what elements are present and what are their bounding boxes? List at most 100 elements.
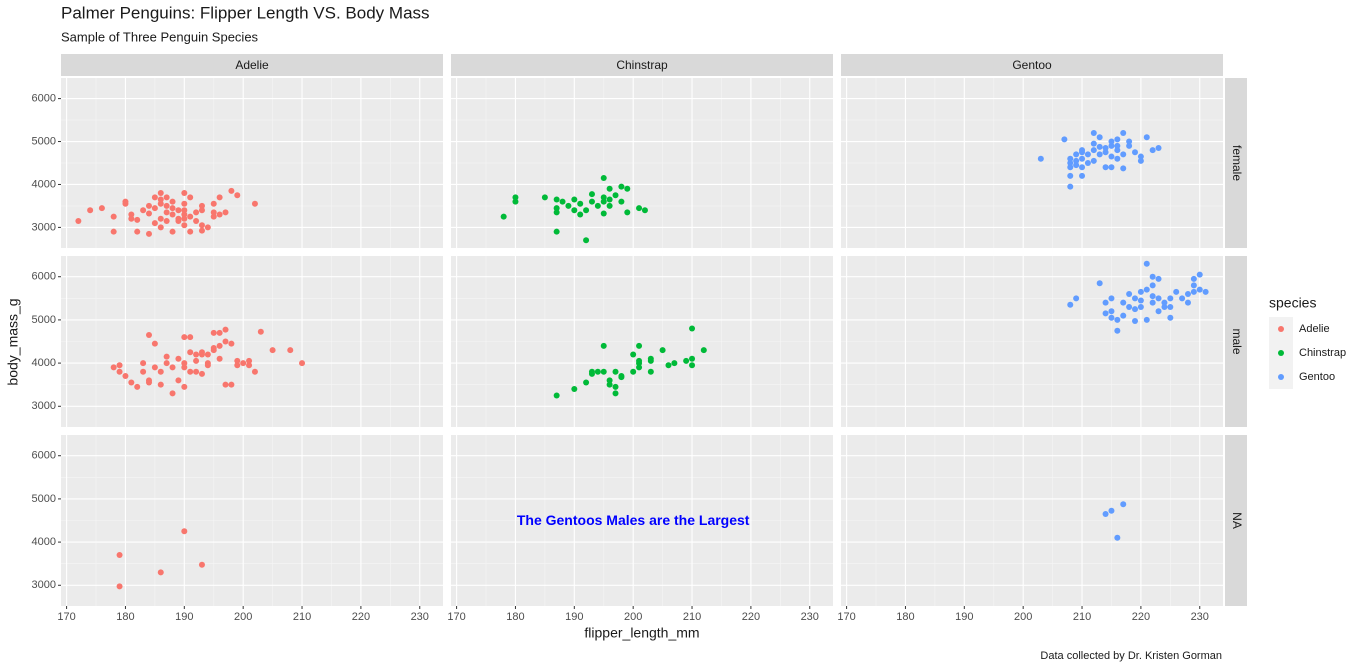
point bbox=[1155, 308, 1162, 315]
facet-label: Gentoo bbox=[1012, 58, 1052, 72]
point bbox=[163, 202, 170, 209]
point bbox=[1067, 301, 1074, 308]
point bbox=[1102, 299, 1109, 306]
point bbox=[193, 217, 200, 224]
point bbox=[577, 211, 584, 218]
point bbox=[1079, 155, 1086, 162]
point bbox=[647, 355, 654, 362]
point bbox=[1120, 129, 1127, 136]
point bbox=[181, 215, 188, 222]
point bbox=[600, 368, 607, 375]
point bbox=[630, 351, 637, 358]
point bbox=[193, 209, 200, 216]
point bbox=[222, 381, 229, 388]
point bbox=[1196, 271, 1203, 278]
facet-strip bbox=[1225, 435, 1247, 606]
point bbox=[1120, 501, 1127, 508]
point bbox=[1149, 147, 1156, 154]
point bbox=[1096, 134, 1103, 141]
point bbox=[606, 202, 613, 209]
point bbox=[251, 368, 258, 375]
point bbox=[175, 355, 182, 362]
point bbox=[1155, 295, 1162, 302]
x-tick-label: 230 bbox=[1191, 611, 1209, 623]
annotation: The Gentoos Males are the Largest bbox=[517, 512, 750, 528]
point bbox=[157, 196, 164, 203]
point bbox=[600, 342, 607, 349]
x-tick-label: 200 bbox=[1014, 611, 1032, 623]
point bbox=[606, 196, 613, 203]
point bbox=[75, 217, 82, 224]
point bbox=[1149, 293, 1156, 300]
point bbox=[1190, 282, 1197, 289]
point bbox=[1108, 164, 1115, 171]
point bbox=[145, 210, 152, 217]
point bbox=[612, 390, 619, 397]
y-tick-label: 4000 bbox=[32, 178, 56, 190]
point bbox=[689, 325, 696, 332]
point bbox=[606, 185, 613, 192]
point bbox=[228, 340, 235, 347]
point bbox=[1155, 144, 1162, 151]
point bbox=[210, 329, 217, 336]
point bbox=[1126, 291, 1133, 297]
point bbox=[1132, 149, 1139, 156]
point bbox=[181, 364, 188, 371]
point bbox=[157, 224, 164, 231]
point bbox=[110, 364, 117, 371]
point bbox=[151, 194, 158, 201]
point bbox=[134, 383, 141, 390]
caption: Data collected by Dr. Kristen Gorman bbox=[1040, 650, 1222, 662]
point bbox=[204, 362, 211, 369]
point bbox=[1090, 147, 1097, 154]
point bbox=[1143, 286, 1150, 293]
point bbox=[1073, 157, 1080, 164]
point bbox=[210, 347, 217, 354]
point bbox=[636, 342, 643, 349]
legend-marker bbox=[1278, 374, 1284, 380]
point bbox=[163, 194, 170, 201]
point bbox=[1179, 295, 1186, 302]
point bbox=[1108, 308, 1115, 315]
y-tick-label: 4000 bbox=[32, 536, 56, 548]
point bbox=[187, 349, 194, 356]
point bbox=[145, 230, 152, 237]
x-tick-label: 210 bbox=[683, 611, 701, 623]
point bbox=[1137, 157, 1144, 164]
point bbox=[1102, 144, 1109, 151]
point bbox=[169, 205, 176, 212]
point bbox=[228, 187, 235, 194]
point bbox=[222, 209, 229, 216]
point bbox=[198, 202, 205, 209]
point bbox=[500, 213, 507, 220]
point bbox=[240, 360, 247, 367]
point bbox=[671, 360, 678, 367]
facet-strip bbox=[451, 54, 833, 76]
point bbox=[181, 383, 188, 390]
point bbox=[175, 377, 182, 384]
point bbox=[1149, 299, 1156, 306]
point bbox=[204, 351, 211, 358]
point bbox=[175, 217, 182, 224]
point bbox=[128, 379, 135, 386]
point bbox=[1161, 303, 1168, 310]
point bbox=[618, 198, 625, 205]
point bbox=[600, 210, 607, 217]
point bbox=[1126, 303, 1133, 310]
point bbox=[600, 198, 607, 205]
point bbox=[1108, 295, 1115, 302]
point bbox=[1108, 138, 1115, 145]
point bbox=[1037, 155, 1044, 162]
point bbox=[1067, 183, 1074, 190]
point bbox=[187, 194, 194, 201]
point bbox=[1108, 314, 1115, 321]
point bbox=[1167, 303, 1174, 310]
point bbox=[145, 332, 152, 339]
point bbox=[187, 213, 194, 220]
facet-label: male bbox=[1230, 328, 1244, 354]
point bbox=[145, 379, 152, 386]
point bbox=[1114, 316, 1121, 323]
point bbox=[1067, 160, 1074, 166]
point bbox=[683, 357, 690, 364]
point bbox=[583, 207, 590, 214]
